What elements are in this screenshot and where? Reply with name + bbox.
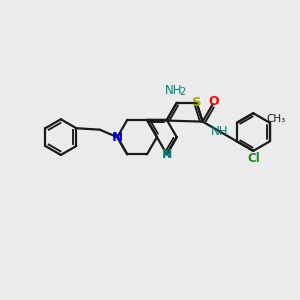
Text: NH: NH [165, 84, 182, 98]
Text: 2: 2 [180, 87, 186, 97]
Text: CH₃: CH₃ [267, 114, 286, 124]
Text: NH: NH [211, 125, 229, 138]
Text: O: O [208, 95, 219, 108]
Text: S: S [192, 96, 201, 109]
Text: Cl: Cl [247, 152, 260, 165]
Text: N: N [162, 148, 172, 161]
Text: N: N [112, 130, 123, 144]
